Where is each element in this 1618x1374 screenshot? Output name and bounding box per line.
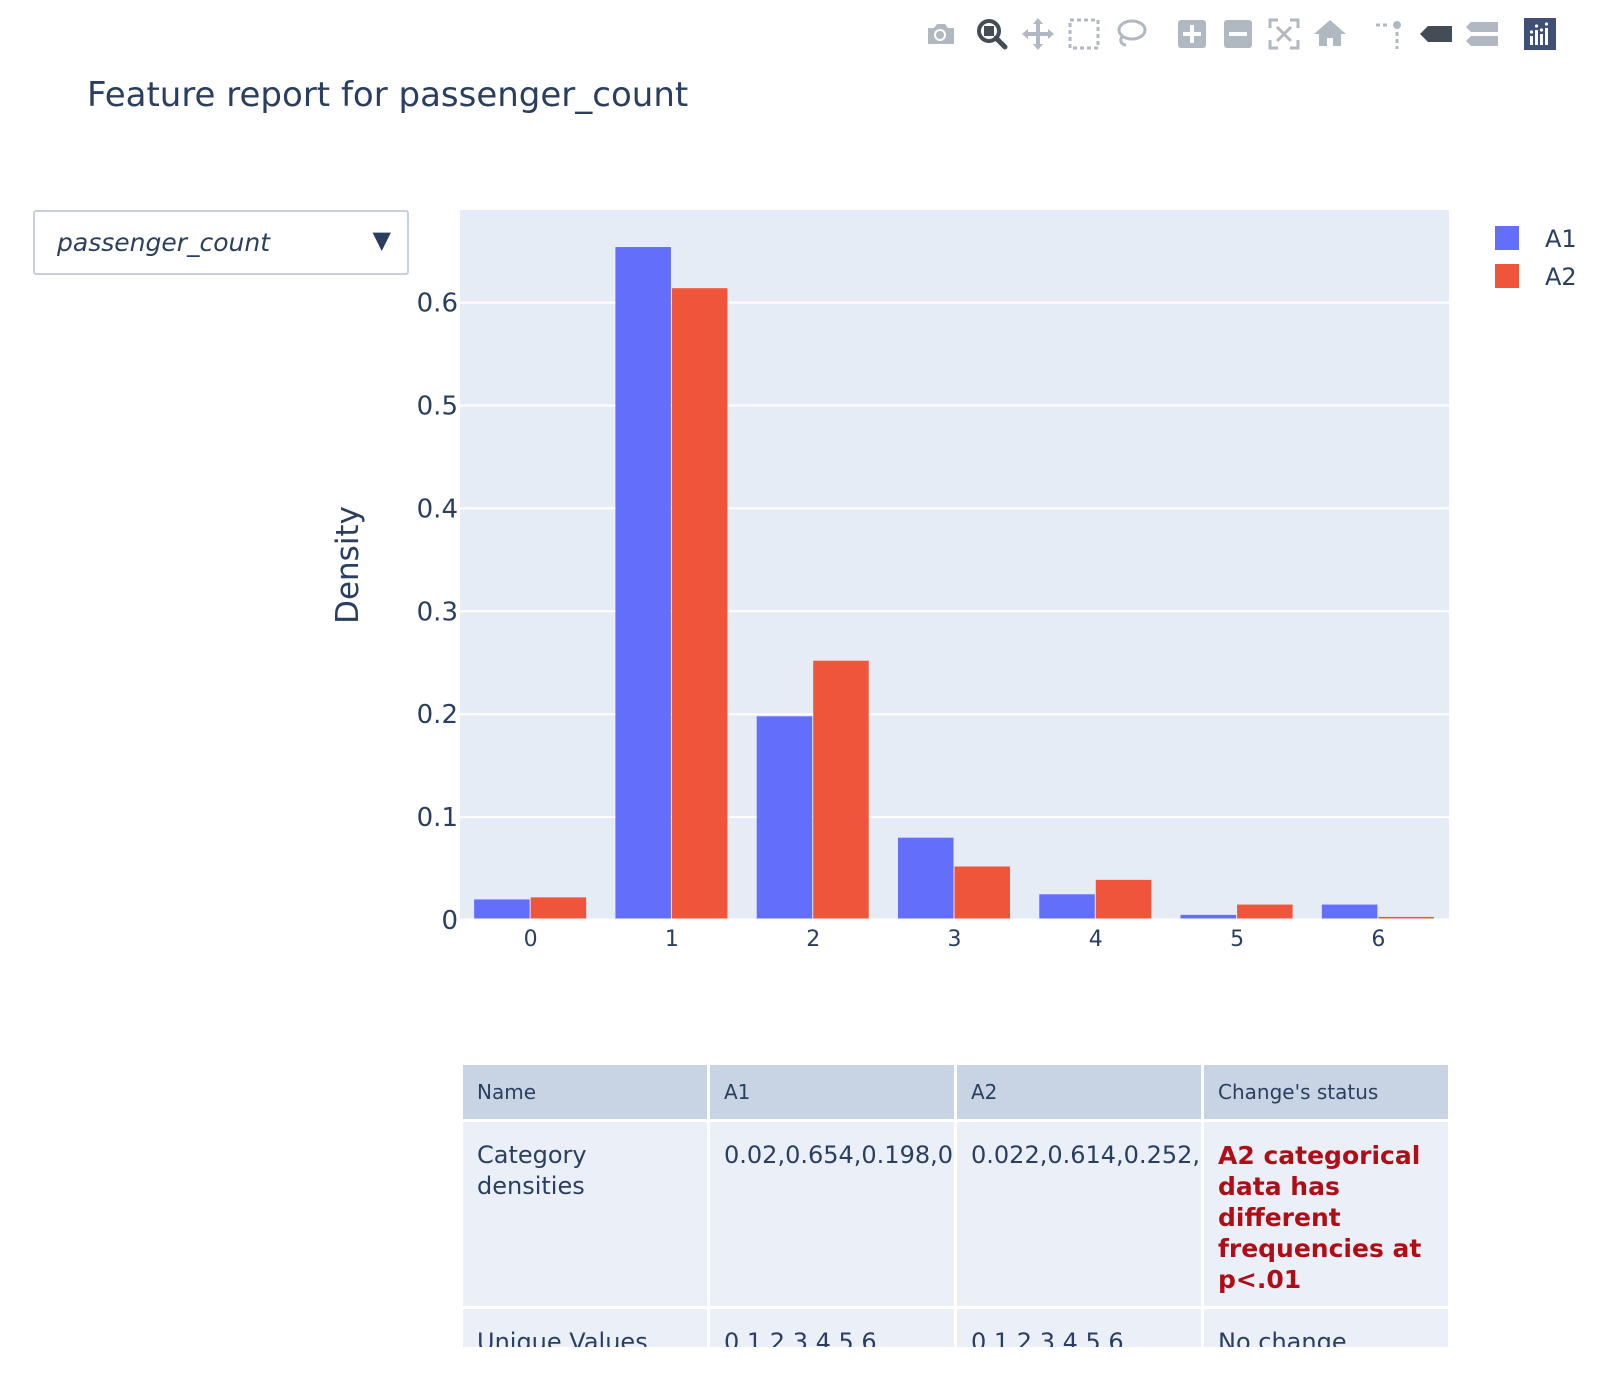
zoom-out-icon[interactable] <box>1218 14 1258 54</box>
header-a1: A1 <box>707 1062 957 1122</box>
x-tick-label: 0 <box>524 927 538 952</box>
reset-axes-icon[interactable] <box>1310 14 1350 54</box>
legend-label-a1: A1 <box>1545 225 1577 253</box>
bar-a2-4 <box>1095 879 1152 920</box>
x-tick-label: 3 <box>948 927 962 952</box>
cell-a2: 0.022,0.614,0.252, <box>954 1119 1204 1309</box>
bar-a1-3 <box>897 837 954 920</box>
x-tick-label: 5 <box>1230 927 1244 952</box>
cell-a1: 0.02,0.654,0.198,0 <box>707 1119 957 1309</box>
y-tick-label: 0 <box>441 906 458 936</box>
zoom-icon[interactable] <box>972 14 1012 54</box>
hover-compare-icon[interactable] <box>1462 14 1502 54</box>
autoscale-icon[interactable] <box>1264 14 1304 54</box>
x-tick-label: 6 <box>1371 927 1385 952</box>
bar-a2-5 <box>1237 904 1293 920</box>
bar-a1-4 <box>1039 894 1095 920</box>
hover-closest-icon[interactable] <box>1416 14 1456 54</box>
plot-area <box>460 210 1449 920</box>
bar-a1-1 <box>615 247 671 921</box>
legend-swatch-a1 <box>1495 226 1519 250</box>
header-status: Change's status <box>1201 1062 1449 1122</box>
bar-a2-0 <box>530 897 587 920</box>
y-tick-label: 0.6 <box>417 289 458 319</box>
chart-title: Feature report for passenger_count <box>87 75 689 115</box>
box-select-icon[interactable] <box>1064 14 1104 54</box>
y-axis-title: Density <box>330 506 366 624</box>
bar-a1-5 <box>1180 914 1237 920</box>
cell-a2: 0,1,2,3,4,5,6 <box>954 1306 1204 1347</box>
bar-a2-2 <box>813 660 869 920</box>
bar-a2-1 <box>671 288 728 921</box>
table-header-row: Name A1 A2 Change's status <box>460 1062 1449 1122</box>
header-a2: A2 <box>954 1062 1204 1122</box>
bar-a1-6 <box>1321 904 1378 920</box>
legend-swatch-a2 <box>1495 264 1519 288</box>
cell-status: A2 categorical data has different freque… <box>1201 1119 1449 1309</box>
y-tick-label: 0.1 <box>417 803 458 833</box>
bar-a1-2 <box>756 716 813 920</box>
cell-name: Category densities <box>460 1119 710 1309</box>
bar-a2-6 <box>1378 916 1434 920</box>
zoom-in-icon[interactable] <box>1172 14 1212 54</box>
y-tick-label: 0.3 <box>417 597 458 627</box>
dropdown-selected-value: passenger_count <box>57 228 271 257</box>
dropdown-arrow-icon: ▼ <box>372 226 391 254</box>
x-tick-label: 2 <box>806 927 820 952</box>
y-tick-label: 0.5 <box>417 392 458 422</box>
bar-a1-0 <box>474 899 530 920</box>
feature-dropdown[interactable]: passenger_count ▼ <box>33 210 409 275</box>
y-tick-label: 0.4 <box>417 494 458 524</box>
legend-label-a2: A2 <box>1545 263 1577 291</box>
x-tick-label: 1 <box>665 927 679 952</box>
cell-name: Unique Values <box>460 1306 710 1347</box>
lasso-select-icon[interactable] <box>1110 14 1150 54</box>
table-row: Category densities 0.02,0.654,0.198,0 0.… <box>460 1119 1449 1309</box>
x-tick-label: 4 <box>1089 927 1103 952</box>
camera-icon[interactable] <box>920 14 960 54</box>
y-tick-label: 0.2 <box>417 700 458 730</box>
cell-a1: 0,1,2,3,4,5,6 <box>707 1306 957 1347</box>
feature-table: Name A1 A2 Change's status Category dens… <box>460 1062 1449 1347</box>
spike-lines-icon[interactable] <box>1370 14 1410 54</box>
table-row: Unique Values 0,1,2,3,4,5,6 0,1,2,3,4,5,… <box>460 1306 1449 1347</box>
plotly-logo-icon[interactable] <box>1520 14 1560 54</box>
header-name: Name <box>460 1062 710 1122</box>
bar-chart: 0 0.1 0.2 0.3 0.4 0.5 0.6 0 1 2 3 4 5 6 Density A1 A2 <box>330 210 1577 952</box>
bar-a2-3 <box>954 866 1011 920</box>
cell-status: No change <box>1201 1306 1449 1347</box>
pan-icon[interactable] <box>1018 14 1058 54</box>
